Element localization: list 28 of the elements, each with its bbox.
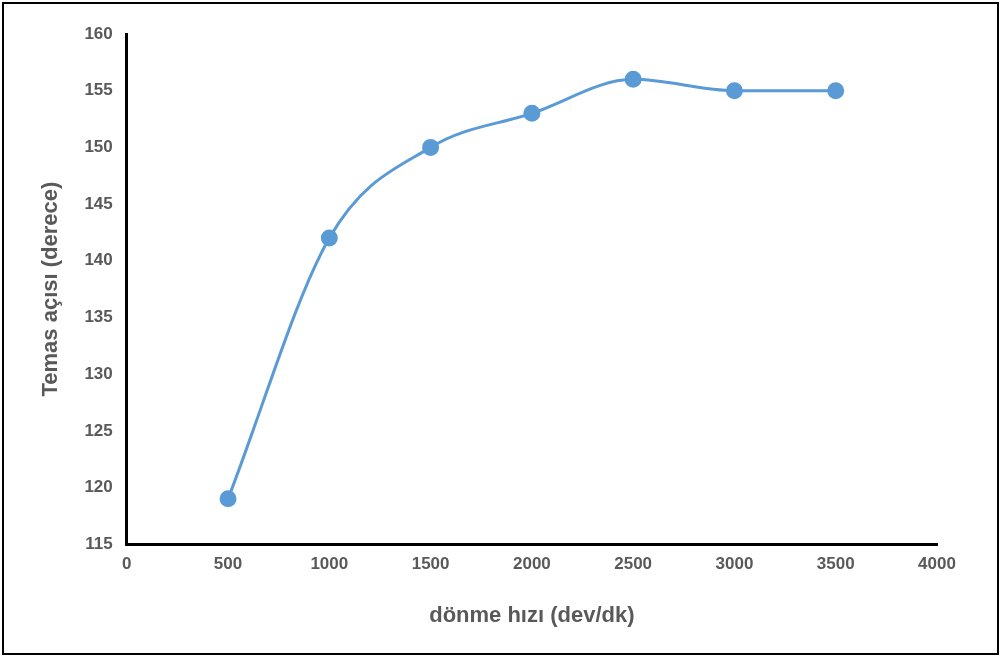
y-tick-label: 135 [84,307,113,327]
point [624,70,642,88]
x-tick-label: 3000 [715,554,754,574]
y-tick-label: 160 [84,23,113,43]
point [422,138,440,156]
y-axis-title: Temas açısı (derece) [37,181,63,397]
x-tick-label: 2500 [614,554,653,574]
point [725,82,743,100]
y-tick-label: 125 [84,420,113,440]
x-tick-label: 2000 [512,554,551,574]
y-tick-label: 140 [84,250,113,270]
point [827,82,845,100]
y-tick-label: 155 [84,80,113,100]
point [320,229,338,247]
point [523,104,541,122]
x-tick-label: 1000 [310,554,349,574]
y-tick-label: 150 [84,137,113,157]
y-tick-label: 130 [84,363,113,383]
x-tick-label: 4000 [918,554,956,574]
point [219,490,237,508]
x-tick-label: 1500 [411,554,450,574]
y-tick-label: 115 [85,533,113,553]
x-tick-label: 500 [213,554,243,574]
y-tick-label: 120 [84,477,113,497]
x-tick-label: 3500 [816,554,855,574]
y-tick-label: 145 [84,193,113,213]
x-tick-label: 0 [122,554,132,574]
x-axis-title: dönme hızı (dev/dk) [429,601,635,627]
